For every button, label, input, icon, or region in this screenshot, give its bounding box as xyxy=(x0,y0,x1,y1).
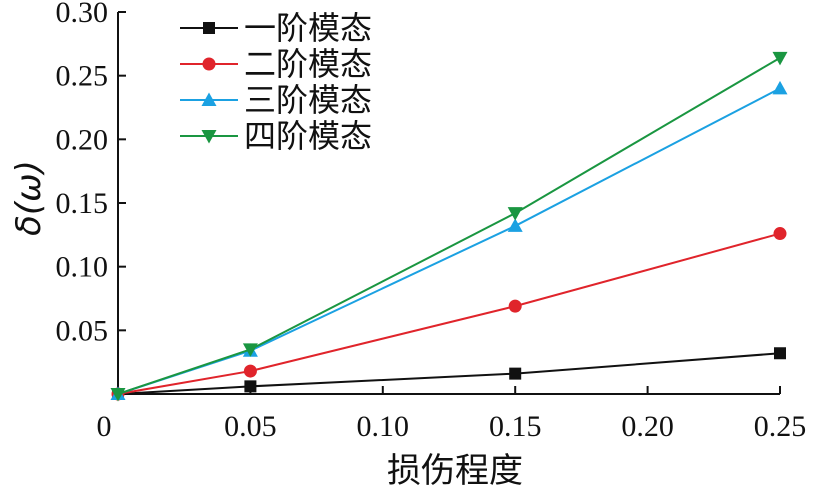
series-line xyxy=(117,232,781,395)
legend-item: 三阶模态 xyxy=(180,81,372,119)
x-tick-label: 0.05 xyxy=(224,410,277,443)
legend-item: 二阶模态 xyxy=(180,45,372,83)
legend-label: 三阶模态 xyxy=(244,81,372,119)
data-point-marker xyxy=(509,367,522,380)
series-group xyxy=(110,51,788,402)
x-tick-label: 0.15 xyxy=(489,410,542,443)
y-tick-label: 0.10 xyxy=(56,251,109,284)
legend-label: 四阶模态 xyxy=(244,117,372,155)
data-point-marker xyxy=(507,207,523,221)
series-line xyxy=(117,352,781,395)
legend-item: 四阶模态 xyxy=(180,117,372,155)
y-tick-label: 0.25 xyxy=(56,60,109,93)
data-point-marker xyxy=(508,299,522,313)
legend-label: 二阶模态 xyxy=(244,45,372,83)
data-point-marker xyxy=(201,130,217,144)
legend-item: 一阶模态 xyxy=(180,9,372,47)
series-1 xyxy=(112,347,786,400)
y-tick-label: 0.15 xyxy=(56,187,109,220)
data-point-marker xyxy=(202,57,216,71)
x-tick-label: 0 xyxy=(97,410,112,443)
data-point-marker xyxy=(772,51,788,66)
y-tick-label: 0.30 xyxy=(56,0,109,29)
series-2 xyxy=(111,227,787,401)
data-point-marker xyxy=(243,364,257,378)
data-point-marker xyxy=(507,218,523,232)
y-tick-label: 0.20 xyxy=(56,123,109,156)
y-axis-title: δ(ω) xyxy=(9,160,49,236)
data-point-marker xyxy=(110,388,126,402)
series-line xyxy=(117,87,781,395)
data-point-marker xyxy=(772,80,788,95)
series-4 xyxy=(110,51,788,402)
x-tick-label: 0.10 xyxy=(357,410,410,443)
ticks: 0 0.05 0.10 0.15 0.20 0.25 0.05 0.10 0.15 0.20 0.2… xyxy=(56,0,807,443)
legend-label: 一阶模态 xyxy=(244,9,372,47)
series-line xyxy=(117,56,781,395)
data-point-marker xyxy=(201,92,217,106)
data-point-marker xyxy=(244,380,257,393)
data-point-marker xyxy=(203,22,215,34)
x-tick-label: 0.20 xyxy=(621,410,674,443)
y-tick-label: 0.05 xyxy=(56,314,109,347)
data-point-marker xyxy=(773,227,787,241)
axes xyxy=(117,12,780,395)
x-axis-title: 损伤程度 xyxy=(387,451,523,491)
data-point-marker xyxy=(242,343,258,357)
x-tick-label: 0.25 xyxy=(754,410,807,443)
data-point-marker xyxy=(774,347,786,360)
series-3 xyxy=(110,80,788,400)
